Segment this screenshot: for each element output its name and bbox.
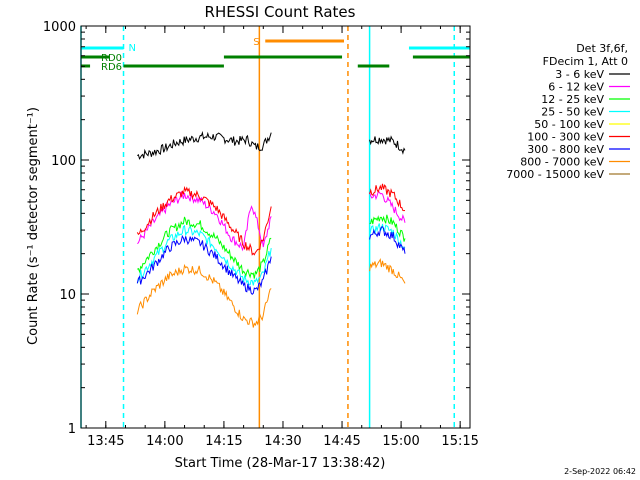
y-tick-label-3: 1000 [43,20,76,35]
x-tick-label-1: 14:00 [146,434,183,449]
legend-label-50-100-kev: 50 - 100 keV [534,118,604,131]
plot-frame [80,25,471,429]
footer-date: 2-Sep-2022 06:42 [564,467,636,476]
y-tick-label-1: 10 [59,288,76,303]
series-line-3-6-kev-seg-0 [137,130,272,160]
y-axis-label: Count Rate (s⁻¹ detector segment⁻¹) [26,107,41,345]
y-tick-label-2: 100 [51,154,76,169]
series-line-100-300-kev-seg-1 [369,183,406,212]
legend-label-25-50-kev: 25 - 50 keV [541,106,604,119]
legend-label-6-12-kev: 6 - 12 keV [548,81,604,94]
chart-title: RHESSI Count Rates [205,3,356,21]
x-axis-label: Start Time (28-Mar-17 13:38:42) [175,456,386,471]
series-line-100-300-kev-seg-0 [136,185,272,256]
x-tick-label-3: 14:30 [264,434,301,449]
legend-label-12-25-kev: 12 - 25 keV [541,93,604,106]
x-tick-label-0: 13:45 [87,434,124,449]
x-tick-label-2: 14:15 [205,434,242,449]
series-line-6-12-kev-seg-0 [137,190,272,252]
legend-label-3-6-kev: 3 - 6 keV [555,68,604,81]
legend-label-800-7000-kev: 800 - 7000 keV [520,156,604,169]
x-tick-label-5: 15:00 [382,434,419,449]
series-line-800-7000-kev-seg-1 [369,258,406,284]
axes: 13:45 14:00 14:15 14:30 14:45 15:00 15:15 1 10 10… [43,20,479,449]
series-line-6-12-kev-seg-1 [369,190,406,223]
legend-label-300-800-kev: 300 - 800 keV [527,143,604,156]
series-line-300-800-kev-seg-1 [369,226,406,254]
y-tick-label-0: 1 [68,422,76,437]
legend-header-line-2: FDecim 1, Att 0 [543,55,628,68]
series-line-25-50-kev-seg-0 [136,224,272,286]
legend-label-7000-15000-kev: 7000 - 15000 keV [506,168,604,181]
x-tick-label-6: 15:15 [441,434,478,449]
series-line-12-25-kev-seg-0 [137,216,272,279]
series-line-3-6-kev-seg-1 [369,135,406,155]
flag-label-s: S [253,37,259,48]
flag-label-n: N [129,43,136,54]
flag-label-rd0: RD0 [101,53,122,64]
series-line-300-800-kev-seg-0 [136,234,272,296]
series-line-800-7000-kev-seg-0 [136,263,272,328]
series-lines [136,130,406,328]
legend-header-line-1: Det 3f,6f, [576,42,628,55]
flag-label-rd6: RD6 [101,62,122,73]
x-tick-label-4: 14:45 [323,434,360,449]
legend-label-100-300-kev: 100 - 300 keV [527,131,604,144]
series-line-12-25-kev-seg-1 [369,214,406,242]
